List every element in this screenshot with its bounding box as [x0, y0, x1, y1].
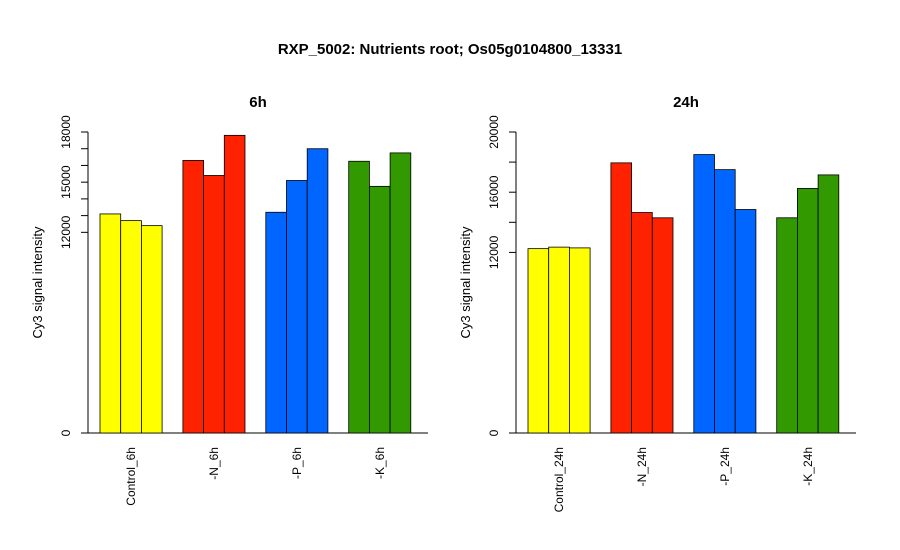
- y-tick-label: 0: [59, 429, 73, 436]
- bar: [348, 160, 370, 434]
- x-category-label: Control_24h: [552, 447, 566, 512]
- bar: [265, 211, 287, 434]
- y-tick-label: 18000: [59, 115, 73, 149]
- y-tick-label: 15000: [59, 165, 73, 199]
- bar: [734, 209, 757, 434]
- bar: [182, 160, 204, 434]
- panel-title: 6h: [249, 94, 267, 111]
- bar: [286, 180, 308, 434]
- x-category-label: -K_24h: [801, 447, 815, 486]
- bar: [569, 247, 591, 434]
- bar: [651, 217, 674, 434]
- y-tick-label: 20000: [487, 115, 501, 149]
- bar: [631, 212, 653, 434]
- y-tick-label: 0: [487, 429, 501, 436]
- bar: [817, 174, 840, 434]
- x-category-label: -P_6h: [290, 447, 304, 479]
- bar: [99, 213, 122, 434]
- x-category-label: -K_6h: [373, 447, 387, 479]
- bar: [306, 148, 329, 434]
- bar: [776, 217, 798, 434]
- panel-title: 24h: [673, 94, 699, 111]
- bar: [389, 152, 412, 434]
- bar: [203, 175, 225, 434]
- bar: [548, 246, 570, 434]
- y-tick-label: 12000: [487, 235, 501, 269]
- bar: [223, 134, 246, 434]
- x-category-label: -N_6h: [207, 447, 221, 480]
- y-axis-label: Cy3 signal intensity: [458, 226, 473, 338]
- bar: [120, 220, 142, 434]
- bar: [693, 154, 715, 434]
- bar: [527, 248, 550, 434]
- chart-main-title: RXP_5002: Nutrients root; Os05g0104800_1…: [278, 41, 622, 58]
- y-tick-label: 12000: [59, 215, 73, 249]
- bar: [368, 185, 391, 434]
- bar: [610, 162, 633, 434]
- panel-6h: 6h Cy3 signal intensity 0 12000 15000 18000 Co…: [30, 94, 428, 506]
- bar: [140, 225, 163, 434]
- panel-24h: 24h Cy3 signal intensity 0 12000 16000 20000 C…: [458, 94, 856, 512]
- bar: [714, 169, 736, 434]
- x-category-label: Control_6h: [124, 447, 138, 506]
- x-category-label: -P_24h: [718, 447, 732, 486]
- y-tick-label: 16000: [487, 175, 501, 209]
- x-category-label: -N_24h: [635, 447, 649, 486]
- y-axis-label: Cy3 signal intensity: [30, 226, 45, 338]
- bar: [797, 188, 819, 434]
